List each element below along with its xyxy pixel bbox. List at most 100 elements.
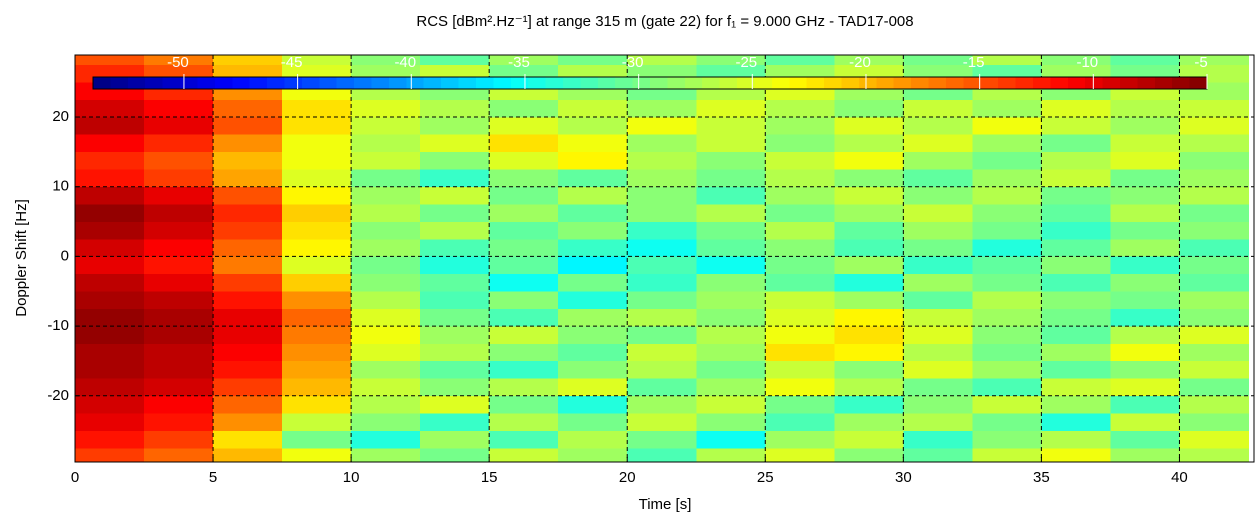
colorbar-step	[771, 77, 790, 89]
cell	[558, 256, 628, 275]
cell	[696, 430, 766, 449]
cell	[489, 290, 559, 309]
cell	[558, 378, 628, 397]
colorbar-step	[597, 77, 616, 89]
colorbar-step	[232, 77, 251, 89]
cell	[1110, 134, 1180, 153]
cell	[1110, 395, 1180, 414]
cell	[972, 168, 1042, 188]
cell	[696, 203, 766, 222]
colorbar-tick-label: -50	[167, 54, 189, 71]
colorbar-step	[824, 77, 843, 89]
cell	[903, 55, 973, 66]
colorbar-step	[284, 77, 303, 89]
cell	[696, 360, 766, 379]
colorbar-step	[214, 77, 233, 89]
cell	[420, 378, 490, 397]
cell	[75, 273, 145, 292]
colorbar-step	[319, 77, 338, 89]
cell	[834, 273, 904, 292]
cell	[696, 151, 766, 170]
cell	[1041, 343, 1111, 362]
cell	[696, 273, 766, 292]
colorbar-step	[1119, 77, 1138, 89]
cell	[213, 360, 283, 379]
colorbar-step	[1015, 77, 1034, 89]
cell	[1041, 238, 1111, 257]
colorbar-step	[475, 77, 494, 89]
colorbar-step	[580, 77, 599, 89]
y-tick-label: 0	[61, 247, 69, 264]
cell	[972, 116, 1042, 135]
cell	[351, 256, 421, 275]
colorbar-step	[371, 77, 390, 89]
x-axis-label: Time [s]	[639, 496, 692, 513]
cell	[213, 273, 283, 292]
cell	[489, 430, 559, 449]
cell	[903, 290, 973, 309]
cell	[489, 447, 559, 462]
cell	[489, 151, 559, 170]
cell	[765, 290, 835, 309]
colorbar-tick-label: -20	[849, 54, 871, 71]
cell	[213, 290, 283, 309]
cell	[558, 186, 628, 205]
colorbar-tick-label: -5	[1194, 54, 1207, 71]
colorbar-step	[1154, 77, 1173, 89]
cell	[1179, 134, 1249, 153]
cell	[558, 151, 628, 170]
cell	[420, 99, 490, 118]
cell	[144, 430, 214, 449]
cell	[1041, 151, 1111, 170]
x-tick-label: 40	[1171, 469, 1188, 486]
cell	[627, 221, 697, 240]
cell	[765, 430, 835, 449]
colorbar-step	[93, 77, 112, 89]
cell	[420, 343, 490, 362]
cell	[627, 186, 697, 205]
colorbar-step	[998, 77, 1017, 89]
cell	[627, 151, 697, 170]
cell	[903, 325, 973, 344]
cell	[489, 395, 559, 414]
colorbar-step	[754, 77, 773, 89]
cell	[75, 203, 145, 222]
cell	[627, 343, 697, 362]
cell	[1110, 360, 1180, 379]
cell	[1041, 412, 1111, 431]
cell	[282, 395, 352, 414]
cell	[144, 99, 214, 118]
cell	[972, 430, 1042, 449]
colorbar-step	[301, 77, 320, 89]
cell	[903, 308, 973, 327]
cell	[558, 447, 628, 462]
cell	[903, 360, 973, 379]
cell	[1179, 221, 1249, 240]
colorbar-step	[893, 77, 912, 89]
cell	[972, 55, 1042, 66]
colorbar-step	[127, 77, 146, 89]
cell	[1110, 273, 1180, 292]
cell	[903, 116, 973, 135]
cell	[213, 378, 283, 397]
cell	[213, 412, 283, 431]
cell	[765, 343, 835, 362]
colorbar-step	[180, 77, 199, 89]
cell	[972, 273, 1042, 292]
colorbar-step	[1189, 77, 1208, 89]
cell	[1041, 308, 1111, 327]
x-tick-label: 0	[71, 469, 79, 486]
cell	[489, 360, 559, 379]
cell	[420, 168, 490, 188]
colorbar-step	[841, 77, 860, 89]
cell	[696, 378, 766, 397]
cell	[903, 168, 973, 188]
cell	[351, 343, 421, 362]
cell	[1179, 116, 1249, 135]
cell	[903, 395, 973, 414]
cell	[834, 412, 904, 431]
cell	[144, 290, 214, 309]
cell	[903, 221, 973, 240]
colorbar-step	[267, 77, 286, 89]
colorbar-step	[737, 77, 756, 89]
